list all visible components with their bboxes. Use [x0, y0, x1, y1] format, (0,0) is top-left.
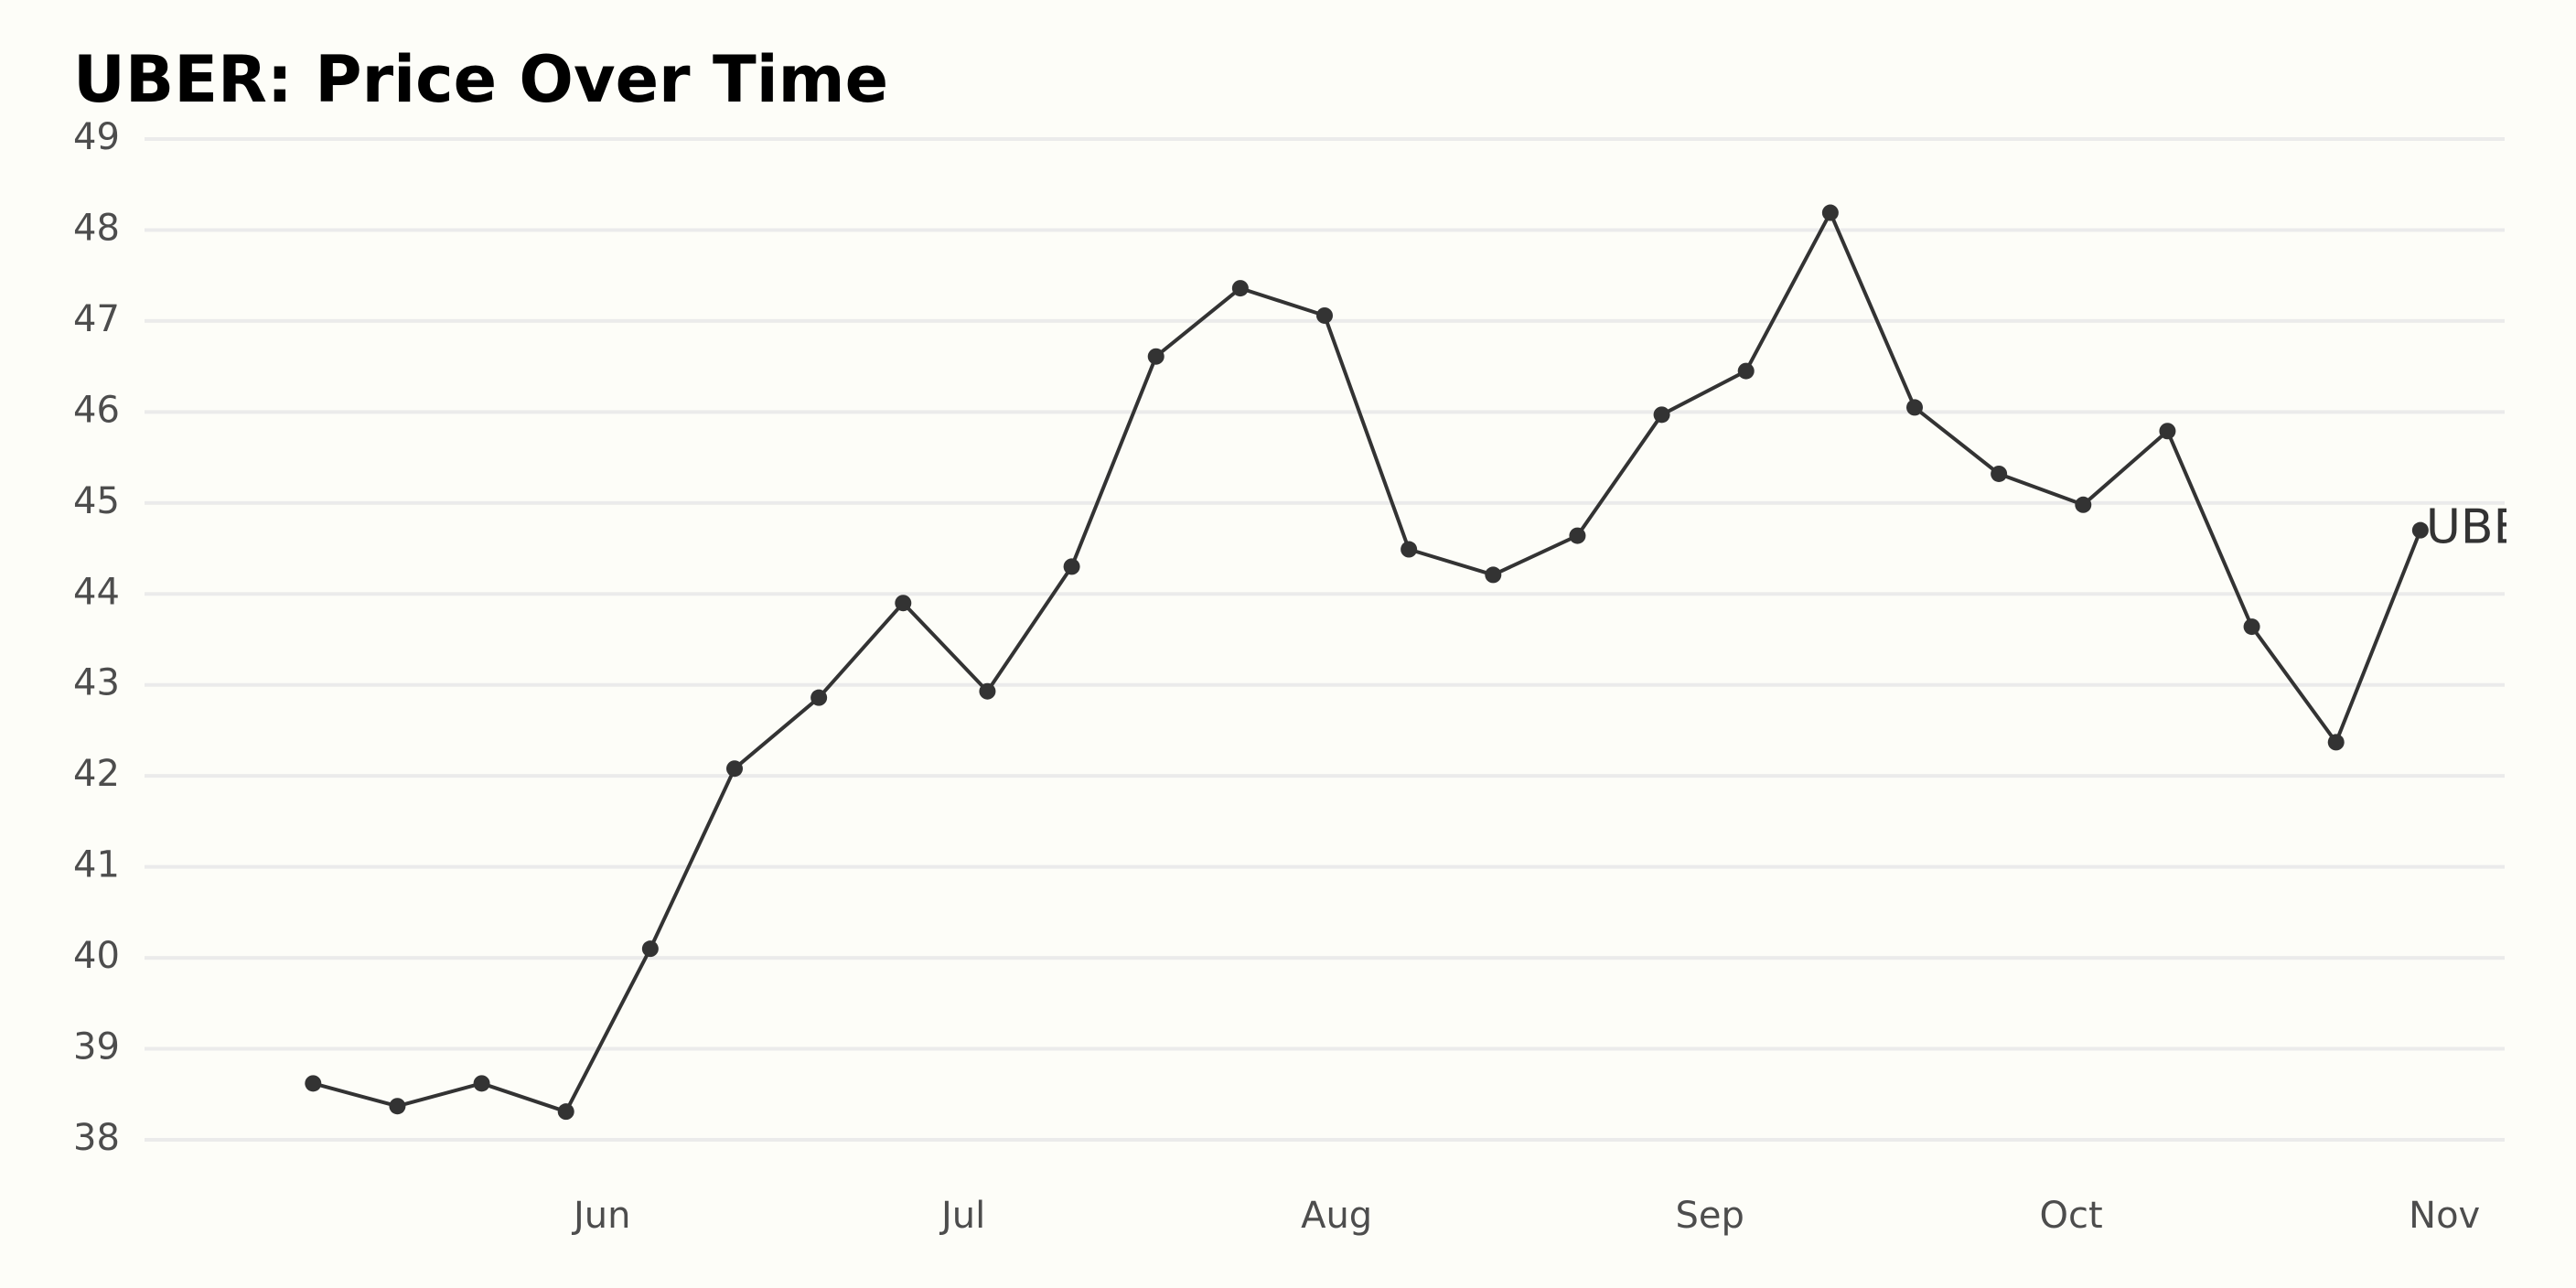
data-point	[1316, 306, 1333, 324]
y-tick-label: 42	[73, 753, 120, 795]
y-tick-label: 46	[73, 389, 120, 431]
data-point	[810, 689, 828, 706]
data-point	[641, 940, 659, 958]
y-tick-label: 38	[73, 1117, 120, 1159]
y-tick-label: 39	[73, 1026, 120, 1068]
data-point	[2327, 734, 2345, 751]
data-point	[1821, 204, 1839, 221]
data-point	[305, 1075, 322, 1092]
y-tick-label: 45	[73, 480, 120, 522]
chart-title: UBER: Price Over Time	[73, 42, 889, 117]
data-point	[1991, 465, 2008, 482]
x-tick-label: Jun	[571, 1195, 631, 1237]
data-point	[1737, 362, 1755, 380]
y-tick-label: 40	[73, 935, 120, 977]
x-tick-label: Aug	[1301, 1195, 1372, 1237]
y-tick-label: 47	[73, 298, 120, 340]
data-point	[1906, 399, 1923, 416]
data-point	[2411, 521, 2429, 539]
data-point	[2075, 496, 2092, 513]
data-point	[726, 760, 743, 778]
data-point	[389, 1098, 406, 1115]
data-point	[895, 595, 912, 612]
grid-lines	[145, 137, 2505, 1142]
data-point	[1569, 527, 1586, 544]
y-tick-label: 43	[73, 662, 120, 704]
y-tick-label: 44	[73, 571, 120, 613]
data-point	[1653, 406, 1670, 424]
data-point	[2159, 423, 2176, 440]
series-uber: UBER	[305, 204, 2557, 1121]
x-tick-label: Jul	[939, 1195, 985, 1237]
series-end-label: UBER	[2426, 500, 2557, 555]
data-point	[1485, 566, 1502, 584]
y-tick-label: 49	[73, 116, 120, 158]
x-tick-label: Oct	[2040, 1195, 2103, 1237]
y-tick-label: 48	[73, 207, 120, 249]
series-line	[311, 210, 2422, 1114]
x-axis-tick-labels: Jun Jul Aug Sep Oct Nov	[571, 1195, 2480, 1237]
x-tick-label: Nov	[2409, 1195, 2480, 1237]
data-point	[979, 682, 996, 700]
data-point	[2243, 618, 2260, 636]
y-axis-tick-labels: 38 39 40 41 42 43 44 45 46 47 48 49	[73, 116, 120, 1159]
data-point	[473, 1075, 490, 1092]
x-tick-label: Sep	[1676, 1195, 1744, 1237]
data-point	[1401, 541, 1418, 558]
data-point	[1231, 280, 1249, 297]
data-point	[1147, 348, 1165, 365]
y-tick-label: 41	[73, 844, 120, 886]
data-point	[557, 1103, 574, 1121]
data-point	[1063, 558, 1080, 575]
